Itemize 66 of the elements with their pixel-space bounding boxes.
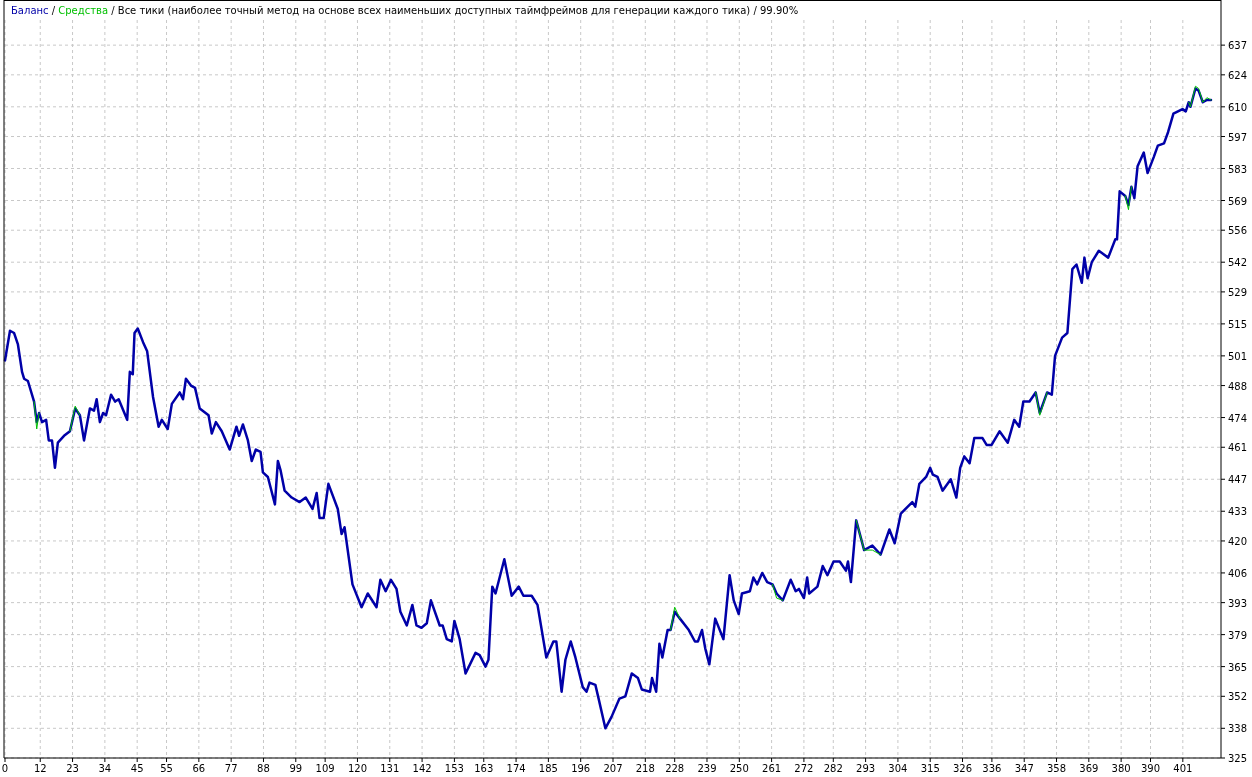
x-tick-label: 315 — [920, 763, 940, 774]
x-tick-label: 282 — [823, 763, 843, 774]
x-tick-label: 228 — [665, 763, 685, 774]
x-tick-label: 261 — [762, 763, 782, 774]
y-tick-label: 447 — [1228, 474, 1248, 486]
x-tick-label: 380 — [1111, 763, 1131, 774]
y-tick-label: 325 — [1228, 753, 1248, 764]
y-tick-label: 461 — [1228, 442, 1248, 454]
y-tick-label: 556 — [1228, 225, 1248, 237]
chart-title: Все тики (наиболее точный метод на основе всех наименьших доступных таймфреймов для генерации каждого тика) / 99.90% — [117, 5, 799, 16]
line-series — [3, 87, 1213, 730]
y-tick-label: 352 — [1228, 691, 1248, 703]
x-tick-label: 218 — [635, 763, 655, 774]
y-tick-label: 365 — [1228, 661, 1248, 673]
x-tick-label: 369 — [1079, 763, 1099, 774]
x-tick-label: 66 — [192, 763, 206, 774]
y-tick-label: 597 — [1228, 131, 1248, 143]
x-tick-label: 120 — [347, 763, 368, 774]
x-tick-label: 272 — [794, 763, 814, 774]
x-tick-label: 174 — [506, 763, 526, 774]
x-tick-label: 109 — [315, 763, 335, 774]
x-tick-label: 45 — [130, 763, 144, 774]
text: / — [48, 5, 59, 16]
y-tick-label: 610 — [1228, 101, 1248, 113]
x-tick-label: 131 — [380, 763, 400, 774]
y-tick-label: 420 — [1228, 535, 1248, 547]
y-tick-label: 488 — [1228, 380, 1248, 392]
x-tick-label: 77 — [224, 763, 238, 774]
x-tick-label: 196 — [571, 763, 591, 774]
y-tick-label: 338 — [1228, 723, 1248, 735]
x-tick-label: 99 — [289, 763, 303, 774]
x-tick-label: 88 — [257, 763, 270, 774]
x-tick-label: 293 — [856, 763, 876, 774]
text: / — [108, 5, 118, 16]
y-tick-label: 474 — [1228, 412, 1248, 424]
x-tick-label: 55 — [160, 763, 173, 774]
y-tick-label: 406 — [1228, 567, 1248, 579]
y-tick-label: 515 — [1228, 318, 1248, 330]
y-tick-label: 529 — [1228, 286, 1248, 298]
x-tick-label: 207 — [603, 763, 623, 774]
x-tick-label: 239 — [697, 763, 717, 774]
x-tick-label: 34 — [98, 763, 112, 774]
x-tick-label: 390 — [1140, 763, 1161, 774]
x-tick-label: 153 — [444, 763, 464, 774]
y-tick-label: 637 — [1228, 40, 1248, 52]
y-tick-label: 433 — [1228, 506, 1248, 518]
x-tick-label: 12 — [33, 763, 47, 774]
y-tick-label: 542 — [1228, 257, 1248, 269]
x-tick-label: 304 — [888, 763, 908, 774]
y-tick-label: 379 — [1228, 629, 1248, 641]
x-tick-label: 0 — [1, 763, 9, 774]
x-tick-label: 23 — [66, 763, 79, 774]
y-tick-label: 624 — [1228, 69, 1248, 81]
x-tick-label: 326 — [952, 763, 973, 774]
x-tick-label: 347 — [1014, 763, 1034, 774]
y-tick-label: 583 — [1228, 163, 1248, 175]
y-tick-label: 501 — [1228, 350, 1248, 362]
x-tick-label: 163 — [474, 763, 494, 774]
x-tick-label: 336 — [982, 763, 1002, 774]
x-tick-label: 401 — [1173, 763, 1193, 774]
x-tick-label: 185 — [538, 763, 558, 774]
y-tick-label: 569 — [1228, 195, 1248, 207]
x-tick-label: 250 — [729, 763, 749, 774]
x-tick-label: 142 — [412, 763, 432, 774]
x-tick-label: 358 — [1046, 763, 1067, 774]
y-tick-label: 393 — [1228, 597, 1248, 609]
